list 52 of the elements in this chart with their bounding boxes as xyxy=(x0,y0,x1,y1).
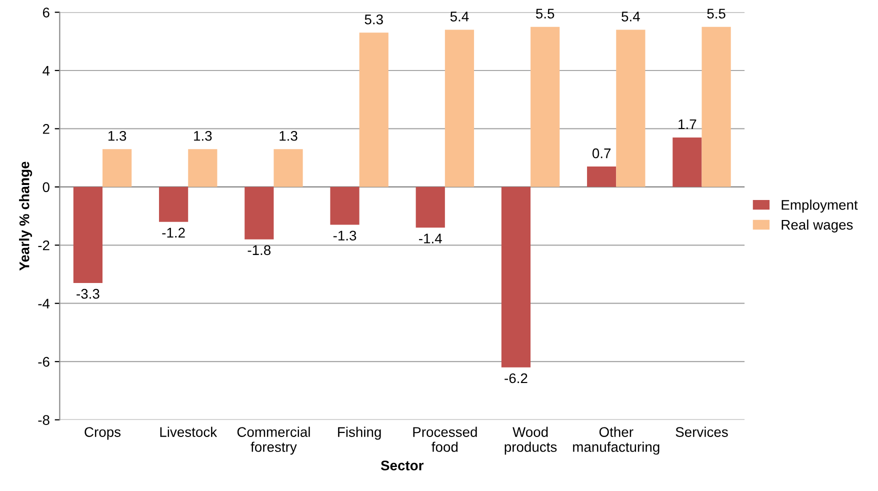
data-label: 5.5 xyxy=(707,8,726,19)
y-tick-label: -2 xyxy=(38,240,50,250)
bar xyxy=(444,30,474,187)
x-tick-label: Crops xyxy=(84,427,121,440)
y-tick-label: 0 xyxy=(42,182,50,192)
data-label: 5.5 xyxy=(536,8,554,19)
bar xyxy=(244,186,274,240)
x-tick-label: Commercial forestry xyxy=(237,426,310,455)
x-tick-label: Other manufacturing xyxy=(573,426,660,455)
data-label: -1.4 xyxy=(419,234,442,244)
data-label: 1.3 xyxy=(194,130,212,141)
data-label: 1.3 xyxy=(108,130,126,141)
x-tick-label: Fishing xyxy=(338,426,381,440)
data-label: -1.3 xyxy=(333,230,356,241)
data-label: -6.2 xyxy=(504,373,528,384)
x-tick-label: Wood products xyxy=(504,426,557,455)
bar xyxy=(672,137,702,187)
data-label: -1.8 xyxy=(248,245,271,256)
bar xyxy=(102,149,132,187)
y-tick-label: -4 xyxy=(38,298,50,308)
x-axis-title: Sector xyxy=(380,460,424,470)
bar xyxy=(359,32,388,187)
x-tick-label: Processed food xyxy=(413,426,477,452)
legend-label: Real wages xyxy=(782,220,853,232)
bar xyxy=(274,149,303,187)
bar xyxy=(159,186,188,222)
bar xyxy=(501,186,531,368)
bar xyxy=(587,166,616,187)
y-tick-label: 6 xyxy=(42,8,50,18)
data-label: 5.3 xyxy=(364,14,383,24)
data-label: 1.3 xyxy=(280,130,298,141)
data-label: 5.4 xyxy=(622,12,640,22)
data-label: 1.7 xyxy=(678,119,696,130)
bar xyxy=(616,30,646,187)
bar xyxy=(702,26,731,187)
bar xyxy=(188,149,218,187)
y-axis-title: Yearly % change xyxy=(19,162,32,271)
x-tick-label: Services xyxy=(676,426,728,437)
y-tick-label: 4 xyxy=(42,66,50,76)
legend-label: Employment xyxy=(782,200,858,213)
bar xyxy=(416,186,445,228)
bar xyxy=(530,26,560,187)
x-tick-label: Livestock xyxy=(160,426,218,437)
data-label: -1.2 xyxy=(162,228,185,238)
y-tick-label: -8 xyxy=(38,415,50,425)
data-label: -3.3 xyxy=(76,288,100,299)
bar xyxy=(330,186,360,225)
data-label: 5.4 xyxy=(450,12,469,22)
y-tick-label: 2 xyxy=(42,124,50,134)
y-tick-label: -6 xyxy=(38,356,50,367)
bar xyxy=(73,186,103,283)
data-label: 0.7 xyxy=(592,148,611,158)
